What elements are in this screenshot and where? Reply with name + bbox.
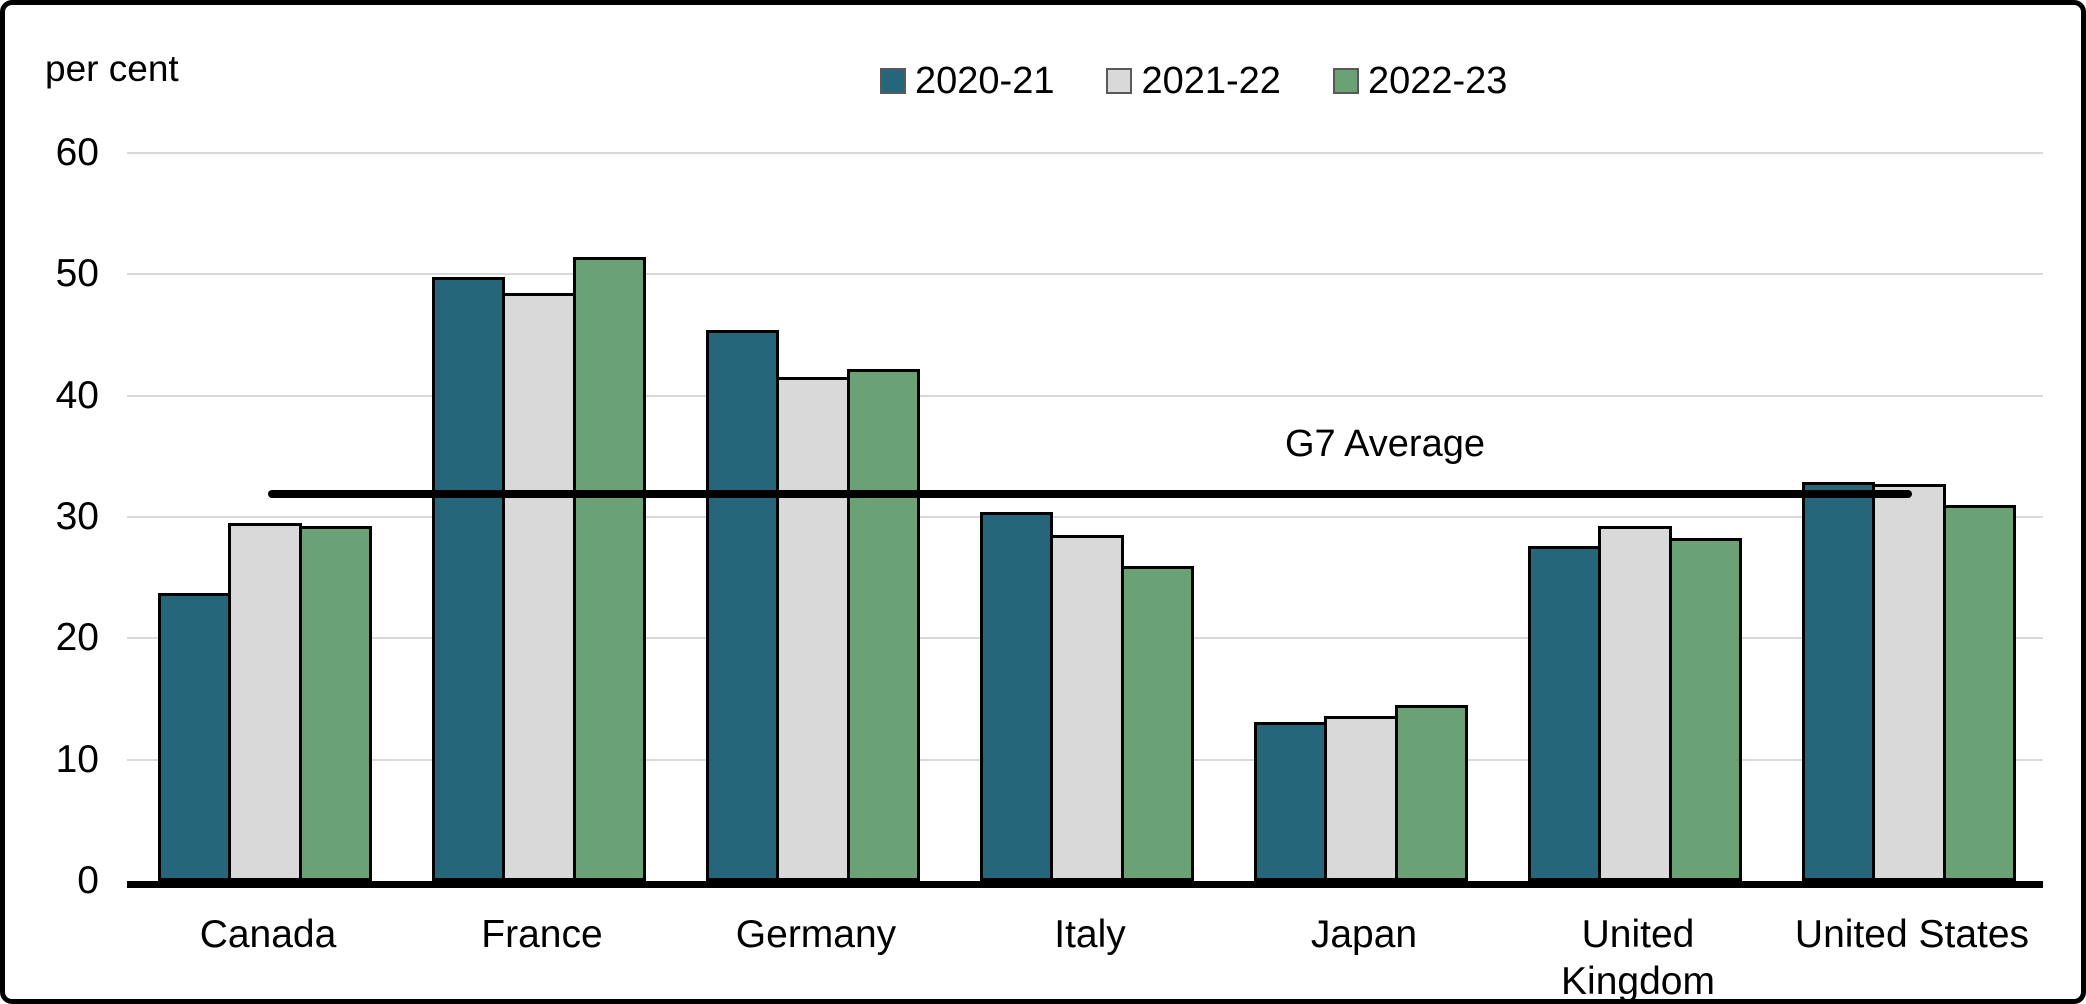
legend-swatch-icon [1332,68,1359,94]
bar-2022-23 [1942,504,2016,881]
y-axis-tick-label: 10 [55,737,99,781]
bar-2022-23 [1668,537,1742,881]
bar-2020-21 [980,512,1054,881]
bar-2020-21 [706,330,780,881]
bar-2021-22 [1050,535,1124,881]
gridline [127,394,2043,397]
legend-swatch-icon [1106,68,1133,94]
x-axis-category-label: United Kingdom [1561,913,1715,1003]
bar-2021-22 [1598,525,1672,881]
legend-item: 2022-23 [1332,60,1508,102]
bar-2022-23 [572,257,646,881]
bar-2020-21 [432,276,506,881]
bar-2020-21 [158,593,232,881]
y-axis-tick-label: 0 [77,859,99,902]
legend-label: 2021-22 [1141,60,1281,102]
bar-group [980,512,1200,881]
x-axis-category-label: Japan [1310,913,1418,956]
y-axis-tick-label: 60 [55,131,99,174]
legend-item: 2021-22 [1106,60,1281,102]
bar-2021-22 [1872,484,1946,881]
bar-2021-22 [228,523,302,881]
legend: 2020-21 2021-22 2022-23 [880,61,1507,101]
y-axis-tick-label: 50 [55,252,99,296]
legend-swatch-icon [880,68,906,94]
bar-group [706,330,926,881]
x-axis-category-label: United States [1794,913,2030,956]
bar-2022-23 [298,525,372,881]
gridline [127,516,2043,518]
bar-group [1802,481,2022,881]
g7-average-line [268,489,1912,498]
plot-area: G7 Average [127,152,2043,888]
bar-group [1528,525,1748,881]
bar-2021-22 [1324,716,1398,881]
gridline [127,152,2043,154]
x-axis-category-label: Germany [735,913,897,956]
x-axis-category-label: France [481,913,603,956]
bar-2020-21 [1528,546,1602,881]
bar-2021-22 [776,377,850,881]
x-axis-category-label: Canada [199,913,337,956]
y-axis-tick-label: 40 [55,373,99,417]
bar-group [158,523,378,881]
bar-2020-21 [1802,481,1876,881]
y-axis-tick-label: 30 [55,495,99,538]
bar-group [432,257,652,881]
x-axis-category-label: Italy [1054,913,1126,956]
y-axis-tick-label: 20 [55,616,99,660]
gridline [127,273,2043,276]
bar-2022-23 [846,368,920,881]
legend-item: 2020-21 [880,61,1054,101]
bar-2020-21 [1254,722,1328,881]
bar-group [1254,705,1474,881]
bar-2022-23 [1120,565,1194,881]
g7-average-label: G7 Average [1284,423,1485,465]
legend-label: 2020-21 [915,60,1055,102]
legend-label: 2022-23 [1367,60,1508,102]
bar-2022-23 [1394,705,1468,881]
bar-2021-22 [502,292,576,881]
y-axis-unit-label: per cent [45,48,179,89]
